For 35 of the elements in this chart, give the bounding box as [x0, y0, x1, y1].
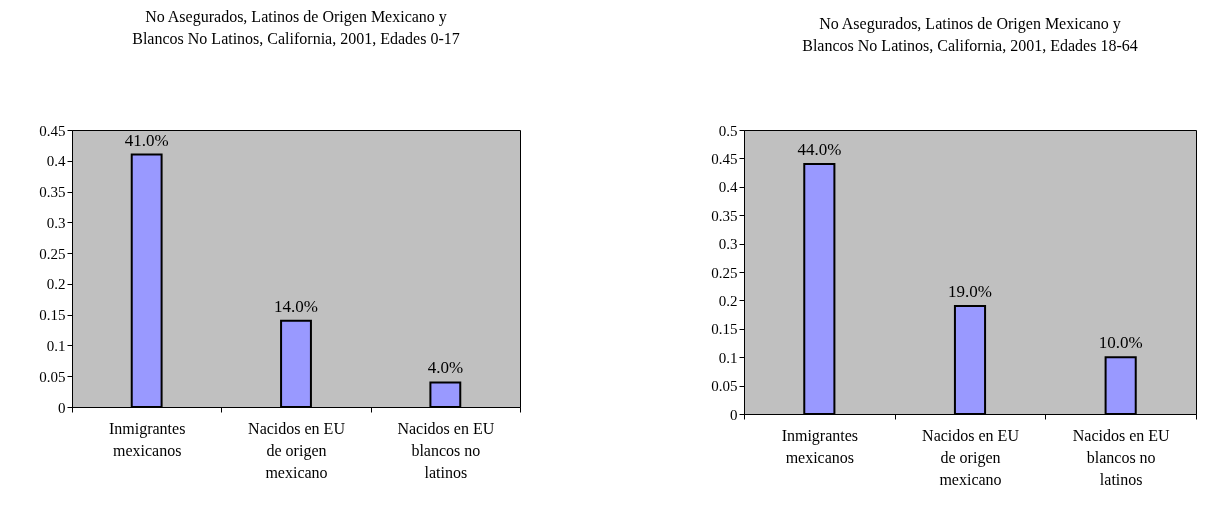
y-tick-label: 0.05: [39, 368, 66, 385]
data-label: 41.0%: [124, 130, 169, 150]
x-tick-label: Inmigrantes mexicanos: [108, 419, 186, 459]
y-tick-label: 0.25: [711, 264, 738, 281]
y-tick-label: 0.05: [711, 378, 738, 395]
y-tick-label: 0.3: [718, 236, 738, 253]
y-tick-label: 0.35: [711, 207, 738, 224]
y-tick-label: 0: [58, 399, 66, 416]
y-tick-label: 0.15: [39, 307, 66, 324]
y-tick-label: 0.1: [718, 349, 738, 366]
y-tick-label: 0.15: [711, 321, 738, 338]
y-tick-label: 0.2: [46, 276, 66, 293]
y-tick-label: 0.45: [711, 150, 738, 167]
x-tick-label: Inmigrantes mexicanos: [781, 426, 859, 466]
y-tick-label: 0.25: [39, 245, 66, 262]
y-tick-label: 0.4: [46, 153, 66, 170]
data-label: 10.0%: [1098, 333, 1143, 353]
y-tick-label: 0.2: [718, 292, 738, 309]
y-tick-label: 0: [730, 406, 738, 423]
chart-title: No Asegurados, Latinos de Origen Mexicano y Blancos No Latinos, California, 2001, Edades 0-17: [132, 8, 460, 47]
x-tick-label: Nacidos en EU blancos no latinos: [1072, 426, 1171, 488]
data-label: 44.0%: [797, 140, 842, 160]
y-tick-label: 0.45: [39, 122, 66, 139]
y-tick-label: 0.4: [718, 179, 738, 196]
y-tick-label: 0.35: [39, 184, 66, 201]
data-label: 4.0%: [427, 358, 464, 378]
data-label: 14.0%: [274, 296, 318, 316]
x-tick-label: Nacidos en EU de origen mexicano: [922, 426, 1020, 488]
y-tick-label: 0.1: [46, 337, 66, 354]
y-tick-label: 0.5: [718, 122, 738, 139]
x-tick-label: Nacidos en EU blancos no latinos: [397, 419, 495, 481]
chart-title: No Asegurados, Latinos de Origen Mexicano y Blancos No Latinos, California, 2001, Edades 18-64: [802, 15, 1138, 54]
data-label: 19.0%: [948, 282, 992, 302]
x-tick-label: Nacidos en EU de origen mexicano: [248, 419, 346, 481]
y-tick-label: 0.3: [46, 214, 66, 231]
